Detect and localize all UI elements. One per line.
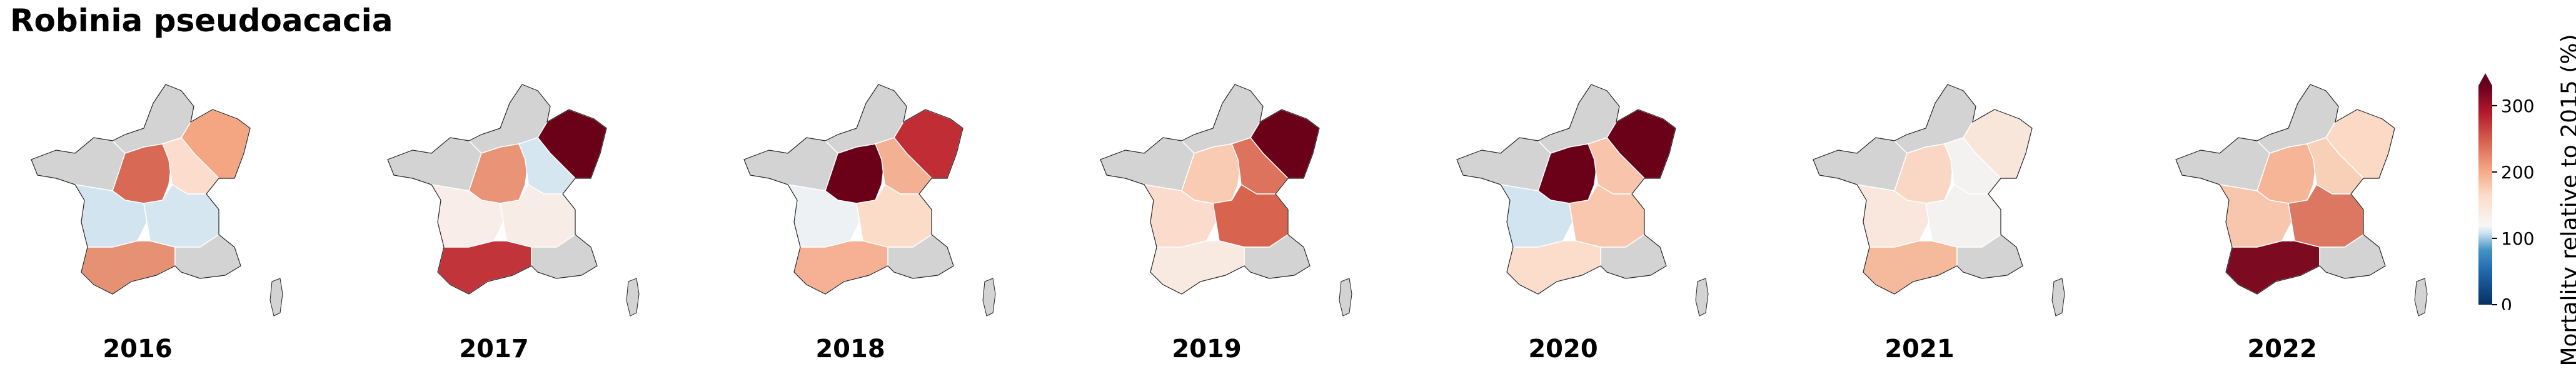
france-map — [1100, 84, 1352, 317]
map-panel-2021: 2021 — [1801, 59, 2101, 363]
year-label: 2022 — [2247, 335, 2317, 363]
colorbar: 0 100 200 300 — [2478, 73, 2534, 310]
region-northwest — [743, 137, 838, 191]
year-label: 2017 — [459, 335, 529, 363]
france-map — [31, 84, 283, 317]
year-label: 2020 — [1528, 335, 1598, 363]
region-corsica — [269, 278, 283, 317]
region-south — [1150, 240, 1245, 295]
region-northwest — [2175, 137, 2270, 191]
map-panel-2022: 2022 — [2163, 59, 2463, 363]
map-panel-2019: 2019 — [1088, 59, 1388, 363]
figure-title: Robinia pseudoacacia — [10, 3, 393, 39]
region-south — [81, 240, 176, 295]
region-northwest — [31, 137, 126, 191]
colorbar-tick-label: 0 — [2501, 295, 2512, 310]
year-label: 2019 — [1172, 335, 1242, 363]
france-map — [1813, 84, 2065, 317]
region-corsica — [2051, 278, 2065, 317]
country-outline — [2175, 84, 2395, 295]
colorbar-extend-arrow — [2478, 73, 2492, 86]
colorbar-gradient — [2478, 86, 2492, 305]
year-label: 2018 — [815, 335, 885, 363]
year-label: 2021 — [1884, 335, 1955, 363]
year-label: 2016 — [103, 335, 173, 363]
region-south — [437, 240, 532, 295]
colorbar-label: Mortality relative to 2015 (%) — [2557, 34, 2576, 367]
country-outline — [1813, 84, 2033, 295]
region-corsica — [626, 278, 640, 317]
france-map — [2175, 84, 2428, 317]
region-northwest — [1456, 137, 1551, 191]
map-panel-2018: 2018 — [732, 59, 1032, 363]
map-panel-2017: 2017 — [375, 59, 675, 363]
colorbar-tick-label: 200 — [2501, 162, 2534, 183]
france-map — [387, 84, 640, 317]
region-corsica — [1695, 278, 1709, 317]
region-corsica — [982, 278, 996, 317]
region-south — [793, 240, 888, 295]
colorbar-tick-label: 300 — [2501, 96, 2534, 116]
country-outline — [1456, 84, 1676, 295]
country-outline — [31, 84, 251, 295]
region-northwest — [1100, 137, 1195, 191]
france-map — [1456, 84, 1709, 317]
country-outline — [1100, 84, 1320, 295]
colorbar-tick-label: 100 — [2501, 228, 2534, 249]
region-south — [2225, 240, 2320, 295]
country-outline — [387, 84, 607, 295]
region-south — [1506, 240, 1601, 295]
map-panel-2016: 2016 — [19, 59, 319, 363]
region-corsica — [2414, 278, 2428, 317]
region-south — [1863, 240, 1958, 295]
france-map — [743, 84, 996, 317]
country-outline — [743, 84, 963, 295]
region-corsica — [1339, 278, 1352, 317]
region-northwest — [1813, 137, 1908, 191]
region-northwest — [387, 137, 482, 191]
map-panel-2020: 2020 — [1444, 59, 1744, 363]
